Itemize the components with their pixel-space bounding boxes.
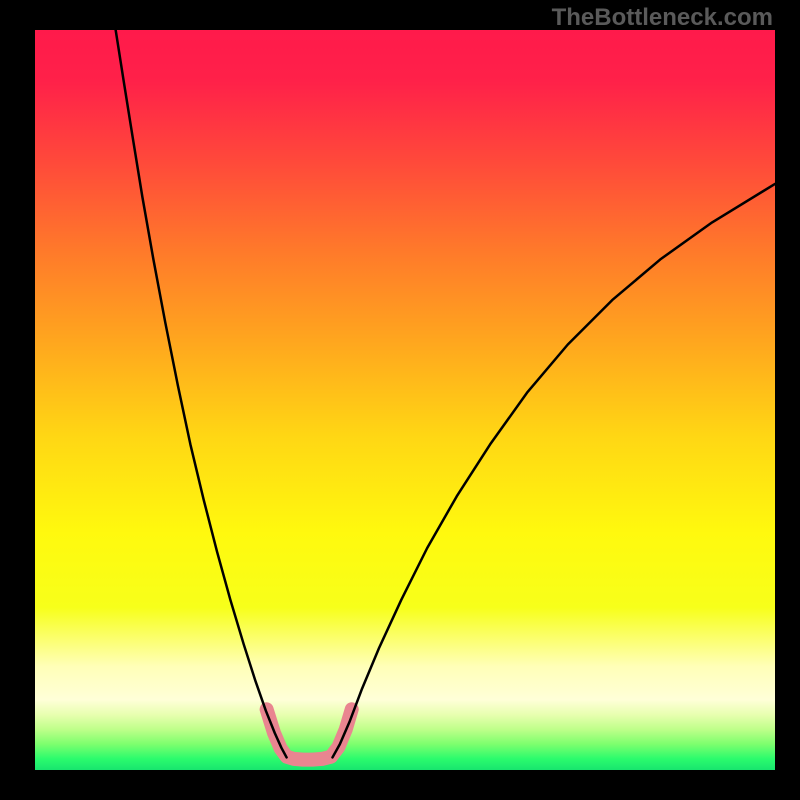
background-gradient	[35, 30, 775, 770]
watermark-text: TheBottleneck.com	[552, 4, 773, 32]
chart-canvas: TheBottleneck.com	[0, 0, 800, 800]
plot-area	[35, 30, 775, 770]
